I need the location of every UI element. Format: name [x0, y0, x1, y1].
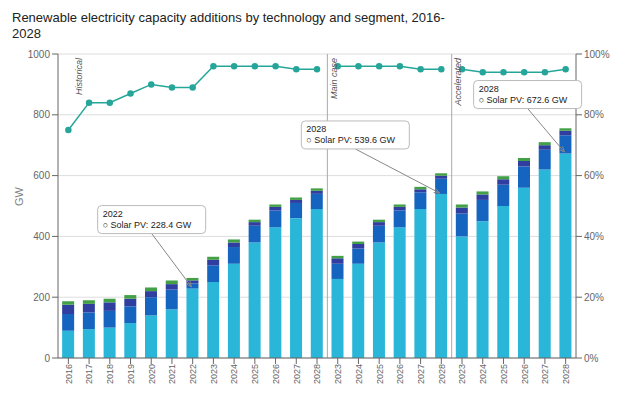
svg-text:2025: 2025 [250, 364, 260, 384]
svg-text:400: 400 [33, 231, 50, 242]
svg-text:2025: 2025 [375, 364, 385, 384]
svg-text:2022: 2022 [188, 364, 198, 384]
svg-text:1000: 1000 [28, 49, 51, 60]
svg-text:Accelerated: Accelerated [453, 57, 463, 107]
svg-text:2021: 2021 [167, 364, 177, 384]
svg-text:2024: 2024 [478, 364, 488, 384]
svg-text:0: 0 [44, 353, 50, 364]
svg-text:2023: 2023 [457, 364, 467, 384]
svg-text:○ Solar PV: 539.6 GW: ○ Solar PV: 539.6 GW [306, 135, 395, 145]
html-text:Renewable electricity capacity: Renewable electricity capacity additions… [12, 10, 445, 25]
svg-text:2022: 2022 [103, 209, 123, 219]
svg-text:2017: 2017 [84, 364, 94, 384]
svg-text:2026: 2026 [520, 364, 530, 384]
svg-text:200: 200 [33, 292, 50, 303]
svg-text:20%: 20% [584, 292, 604, 303]
svg-text:2024: 2024 [230, 364, 240, 384]
svg-text:2016: 2016 [64, 364, 74, 384]
svg-text:2027: 2027 [292, 364, 302, 384]
svg-text:2028: 2028 [561, 364, 571, 384]
svg-text:2027: 2027 [540, 364, 550, 384]
svg-text:2026: 2026 [271, 364, 281, 384]
svg-text:600: 600 [33, 170, 50, 181]
svg-text:Historical: Historical [74, 57, 84, 95]
svg-text:2028: 2028 [306, 124, 326, 134]
svg-text:○ Solar PV: 672.6 GW: ○ Solar PV: 672.6 GW [479, 95, 568, 105]
svg-text:40%: 40% [584, 231, 604, 242]
svg-text:2024: 2024 [354, 364, 364, 384]
svg-text:Main case: Main case [329, 58, 339, 99]
html-text:2028: 2028 [12, 26, 41, 41]
svg-text:2023: 2023 [209, 364, 219, 384]
svg-text:2025: 2025 [499, 364, 509, 384]
svg-text:100%: 100% [584, 49, 610, 60]
svg-text:2018: 2018 [105, 364, 115, 384]
svg-text:2019: 2019 [126, 364, 136, 384]
svg-text:800: 800 [33, 109, 50, 120]
svg-text:GW: GW [13, 186, 25, 206]
svg-text:80%: 80% [584, 109, 604, 120]
svg-text:○ Solar PV: 228.4 GW: ○ Solar PV: 228.4 GW [103, 220, 192, 230]
svg-text:2026: 2026 [395, 364, 405, 384]
svg-text:2028: 2028 [479, 84, 499, 94]
svg-text:2027: 2027 [416, 364, 426, 384]
svg-text:2028: 2028 [312, 364, 322, 384]
svg-text:2020: 2020 [147, 364, 157, 384]
svg-text:60%: 60% [584, 170, 604, 181]
svg-text:0%: 0% [584, 353, 599, 364]
svg-text:2023: 2023 [333, 364, 343, 384]
svg-text:2028: 2028 [437, 364, 447, 384]
